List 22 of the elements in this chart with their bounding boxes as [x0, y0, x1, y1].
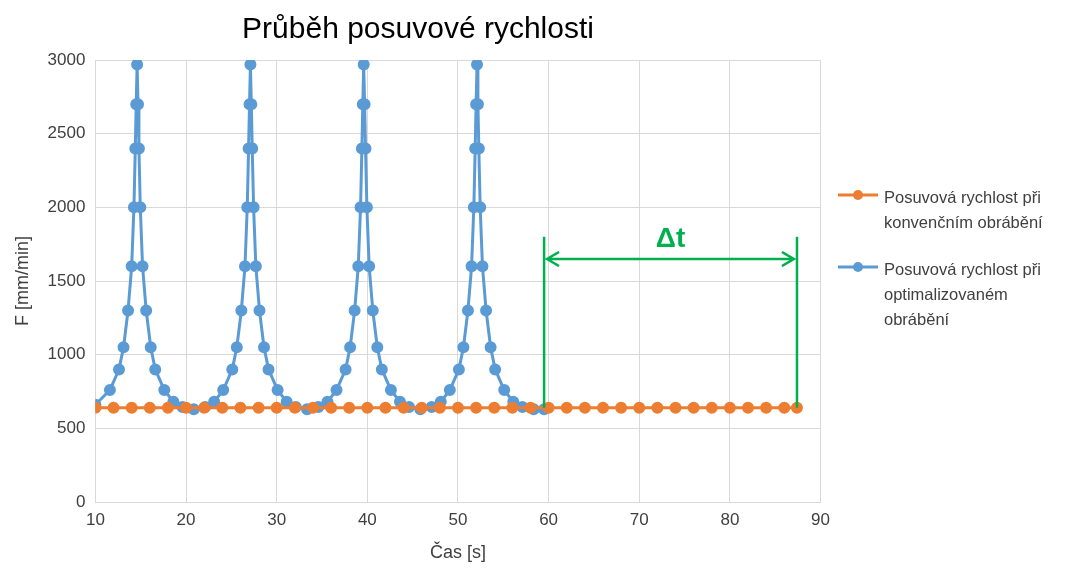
- y-axis-title: F [mm/min]: [11, 236, 32, 326]
- x-tick-label: 20: [176, 509, 196, 529]
- y-tick-label: 1000: [47, 344, 86, 364]
- x-tick-label: 40: [357, 509, 377, 529]
- x-tick-label: 30: [267, 509, 287, 529]
- y-tick-label: 2500: [47, 123, 86, 143]
- x-tick-label: 60: [539, 509, 559, 529]
- x-tick-label: 50: [448, 509, 468, 529]
- y-tick-label: 0: [75, 491, 86, 511]
- x-tick-label: 10: [85, 509, 105, 529]
- legend-label: Posuvová rychlost při konvenčním obrábění: [884, 186, 1043, 233]
- y-tick-label: 2000: [47, 197, 86, 217]
- chart-title: Průběh posuvové rychlosti: [242, 11, 594, 45]
- legend-label: Posuvová rychlost při optimalizovaném obrábění: [884, 258, 1042, 330]
- annotation: Δt: [655, 221, 686, 253]
- x-axis-title: Čas [s]: [429, 541, 486, 563]
- x-tick-label: 80: [720, 509, 740, 529]
- x-tick-label: 90: [811, 509, 831, 529]
- x-tick-label: 70: [629, 509, 649, 529]
- y-tick-label: 1500: [47, 270, 86, 290]
- y-tick-label: 500: [57, 418, 86, 438]
- y-tick-label: 3000: [47, 49, 86, 69]
